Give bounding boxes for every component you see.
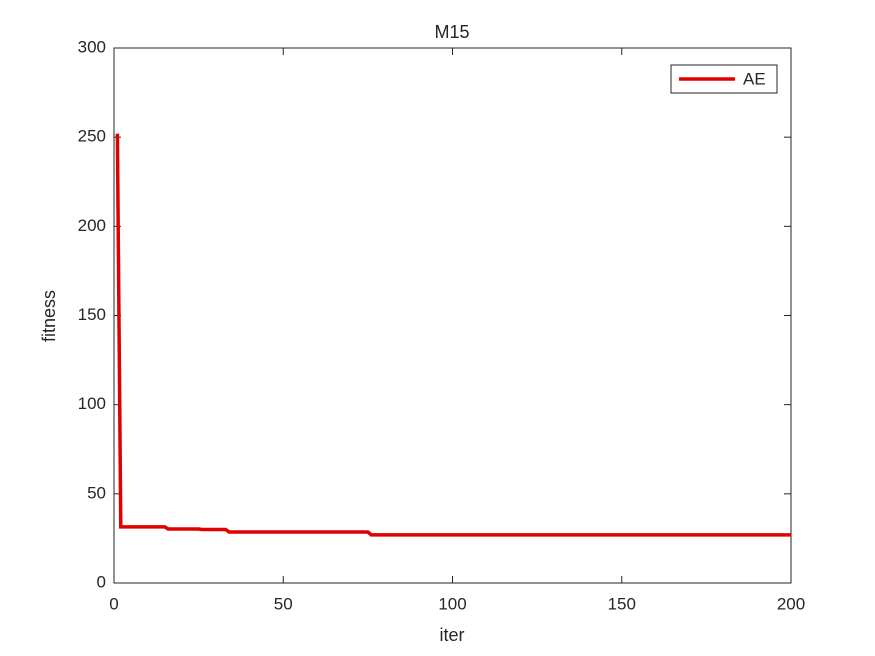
plot-box	[113, 47, 792, 584]
y-tick-label: 200	[78, 216, 106, 235]
y-tick-label: 100	[78, 394, 106, 413]
x-tick-label: 0	[109, 594, 118, 613]
y-tick-label: 0	[97, 572, 106, 591]
x-tick-label: 150	[608, 594, 636, 613]
x-tick-label: 100	[438, 594, 466, 613]
y-axis-label: fitness	[39, 290, 59, 342]
x-axis-label: iter	[439, 625, 464, 645]
x-tick-label: 200	[777, 594, 805, 613]
y-tick-label: 300	[78, 37, 106, 56]
chart-title: M15	[434, 22, 469, 42]
legend-label: AE	[743, 69, 766, 88]
y-tick-label: 150	[78, 305, 106, 324]
x-tick-label: 50	[274, 594, 293, 613]
y-tick-label: 50	[87, 483, 106, 502]
data-line	[115, 133, 791, 537]
y-tick-label: 250	[78, 127, 106, 146]
